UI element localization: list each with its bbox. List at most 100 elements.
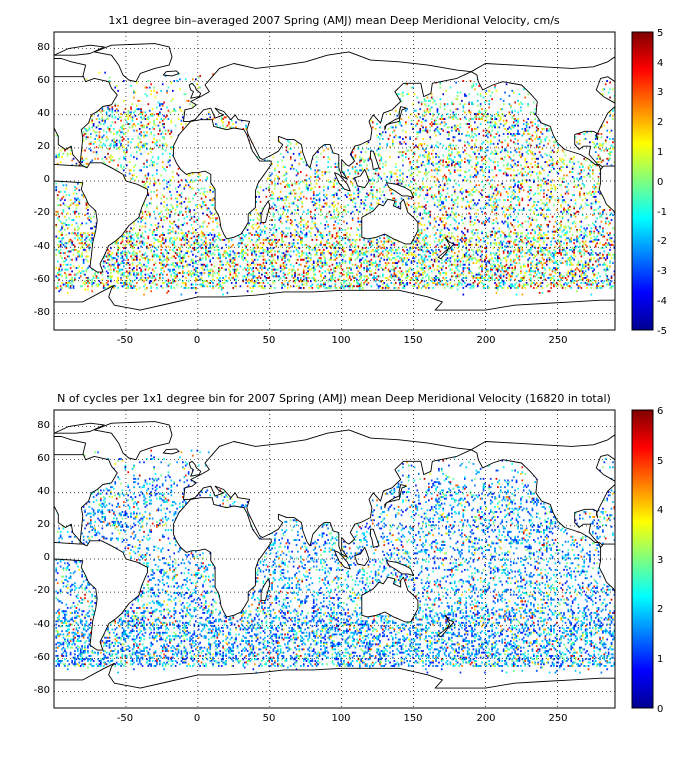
data-cell	[497, 204, 499, 207]
data-cell	[163, 195, 165, 198]
data-cell	[314, 217, 317, 220]
data-cell	[525, 124, 528, 127]
data-cell	[544, 204, 547, 207]
data-cell	[291, 164, 293, 167]
data-cell	[550, 187, 552, 190]
data-cell	[602, 144, 604, 147]
data-cell	[612, 146, 614, 149]
data-cell	[541, 167, 544, 170]
data-cell	[343, 220, 345, 223]
data-cell	[481, 147, 483, 150]
data-cell	[400, 154, 403, 157]
data-cell	[475, 176, 478, 178]
data-cell	[88, 147, 91, 150]
data-cell	[577, 210, 580, 213]
data-cell	[518, 197, 521, 200]
data-cell	[148, 215, 151, 218]
data-cell	[348, 172, 351, 175]
data-cell	[491, 187, 493, 190]
data-cell	[448, 154, 450, 157]
data-cell	[125, 121, 128, 124]
data-cell	[560, 205, 562, 208]
data-cell	[419, 214, 422, 216]
data-cell	[485, 89, 488, 92]
data-cell	[546, 197, 548, 200]
data-cell	[154, 181, 157, 183]
data-cell	[274, 167, 276, 170]
data-cell	[607, 91, 610, 94]
data-cell	[439, 192, 442, 195]
data-cell	[344, 194, 347, 197]
data-cell	[417, 131, 420, 134]
data-cell	[535, 209, 538, 211]
data-cell	[442, 93, 445, 96]
data-cell	[412, 86, 414, 89]
data-cell	[451, 197, 453, 200]
data-cell	[190, 187, 193, 190]
data-cell	[121, 136, 124, 139]
data-cell	[527, 220, 529, 223]
data-cell	[136, 151, 138, 154]
data-cell	[469, 80, 472, 82]
data-cell	[169, 133, 171, 135]
data-cell	[120, 116, 122, 119]
data-cell	[315, 176, 318, 178]
data-cell	[507, 199, 509, 202]
data-cell	[344, 174, 347, 177]
data-cell	[448, 157, 450, 160]
data-cell	[91, 159, 94, 162]
data-cell	[494, 121, 496, 124]
data-cell	[580, 162, 583, 165]
data-cell	[87, 205, 89, 208]
data-cell	[143, 131, 145, 134]
data-cell	[94, 138, 96, 140]
data-cell	[55, 156, 58, 159]
data-cell	[459, 118, 462, 120]
data-cell	[607, 152, 610, 155]
data-cell	[571, 157, 574, 160]
data-cell	[189, 209, 191, 211]
data-cell	[367, 159, 370, 162]
data-cell	[455, 126, 457, 129]
data-cell	[307, 209, 309, 211]
data-cell	[382, 138, 384, 140]
data-cell	[537, 124, 539, 127]
data-cell	[183, 187, 186, 190]
data-cell	[69, 204, 72, 207]
data-cell	[82, 159, 85, 162]
data-cell	[433, 131, 436, 134]
data-cell	[448, 149, 450, 152]
data-cell	[197, 217, 200, 220]
data-cell	[538, 142, 541, 145]
data-cell	[396, 169, 399, 172]
data-cell	[481, 195, 483, 198]
data-cell	[88, 219, 91, 221]
data-cell	[294, 195, 296, 198]
data-cell	[438, 161, 440, 163]
data-cell	[508, 207, 511, 210]
data-cell	[255, 195, 258, 198]
data-cell	[144, 174, 147, 177]
data-cell	[125, 149, 128, 152]
data-cell	[154, 142, 157, 145]
data-cell	[540, 166, 542, 168]
data-cell	[453, 179, 456, 182]
data-cell	[429, 123, 432, 125]
data-cell	[446, 166, 449, 168]
data-cell	[485, 217, 488, 220]
data-cell	[279, 182, 282, 185]
data-cell	[489, 186, 492, 188]
data-cell	[354, 205, 357, 208]
data-cell	[609, 88, 611, 91]
data-cell	[156, 91, 158, 94]
data-cell	[409, 161, 411, 163]
data-cell	[377, 147, 380, 150]
data-cell	[514, 174, 516, 177]
data-cell	[442, 177, 445, 180]
data-cell	[212, 187, 214, 190]
data-cell	[423, 156, 426, 159]
data-cell	[494, 124, 496, 127]
data-cell	[334, 192, 337, 195]
data-cell	[321, 171, 324, 173]
data-cell	[314, 186, 317, 188]
